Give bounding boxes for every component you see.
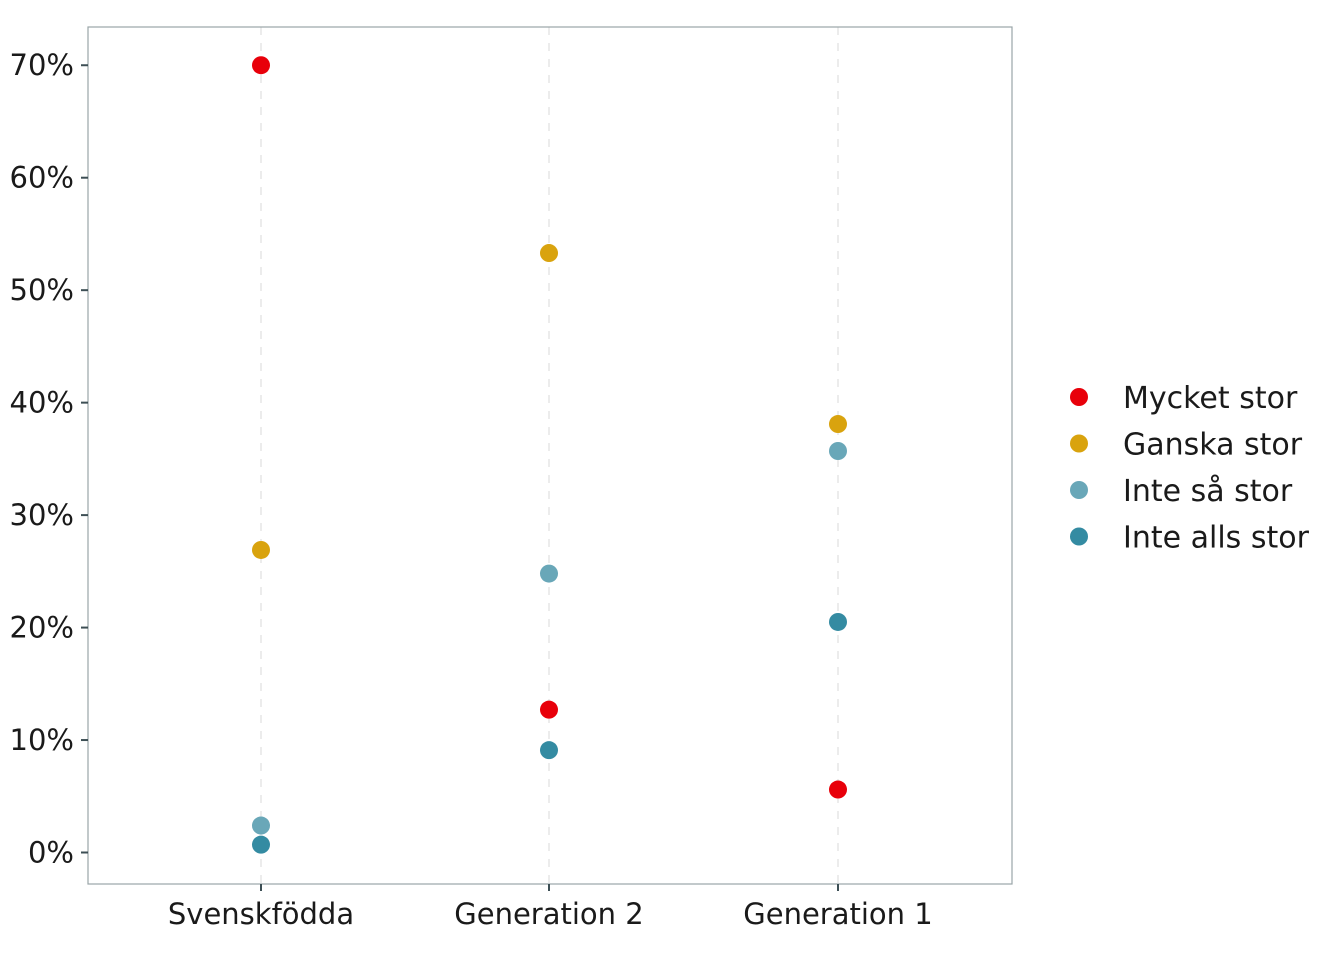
- data-point: [540, 700, 558, 719]
- data-point: [540, 244, 558, 263]
- legend-label: Mycket stor: [1123, 381, 1298, 416]
- x-tick-label: Svenskfödda: [168, 897, 354, 931]
- data-point: [540, 564, 558, 583]
- legend-key: [1070, 434, 1088, 453]
- data-point: [252, 56, 270, 75]
- y-tick-label: 50%: [10, 273, 74, 307]
- y-tick-label: 30%: [10, 498, 74, 532]
- y-tick-label: 20%: [10, 611, 74, 645]
- data-point: [829, 612, 847, 631]
- data-point: [252, 540, 270, 559]
- legend-label: Inte alls stor: [1123, 521, 1310, 556]
- x-tick-label: Generation 2: [454, 897, 643, 931]
- legend-label: Ganska stor: [1123, 428, 1303, 463]
- x-tick-label: Generation 1: [743, 897, 932, 931]
- y-tick-label: 60%: [10, 161, 74, 195]
- data-point: [829, 442, 847, 461]
- legend: Mycket stor Ganska stor Inte så stor Inte a…: [1070, 381, 1310, 556]
- legend-key: [1070, 527, 1088, 546]
- data-point: [540, 741, 558, 760]
- axis-layer: Svenskfödda Generation 2 Generation 1 0% 10%…: [10, 48, 933, 931]
- y-tick-label: 40%: [10, 386, 74, 420]
- legend-label: Inte så stor: [1123, 474, 1293, 509]
- data-point: [252, 835, 270, 854]
- y-tick-label: 0%: [28, 836, 74, 870]
- y-tick-label: 10%: [10, 723, 74, 757]
- y-tick-label: 70%: [10, 48, 74, 82]
- points-layer: [252, 56, 847, 854]
- data-point: [829, 780, 847, 799]
- data-point: [252, 816, 270, 835]
- legend-key: [1070, 388, 1088, 406]
- legend-key: [1070, 481, 1088, 499]
- data-point: [829, 415, 847, 434]
